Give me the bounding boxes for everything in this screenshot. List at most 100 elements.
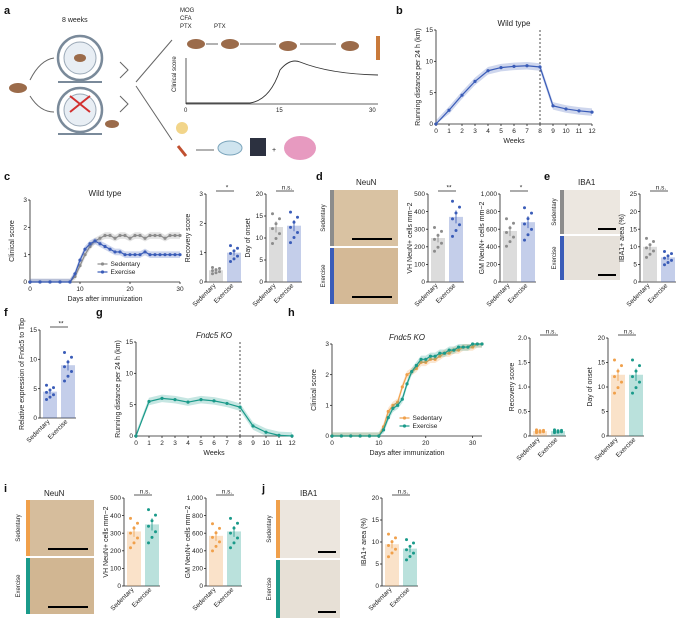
data-point <box>199 398 203 402</box>
y-tick-label: 2 <box>199 221 203 228</box>
y-tick-label: 800 <box>192 513 203 520</box>
y-tick-label: 10 <box>126 371 134 378</box>
y-tick-label: 15 <box>256 213 264 220</box>
series-error-band <box>436 61 592 124</box>
bar <box>209 270 223 282</box>
panel-e-histology: IBA1 Sedentary Exercise <box>552 178 620 280</box>
legend-label: Exercise <box>111 269 136 276</box>
data-point <box>466 345 470 349</box>
x-tick-label: 12 <box>288 440 296 447</box>
scale-bar <box>352 296 392 298</box>
bar <box>503 230 517 282</box>
data-point <box>433 357 437 361</box>
panel-letter-f: f <box>4 307 8 319</box>
y-tick-label: 0 <box>375 583 379 590</box>
x-tick-label: Exercise <box>435 282 458 305</box>
data-point <box>553 428 556 432</box>
y-tick-label: 600 <box>192 530 203 537</box>
imaging-icon <box>250 138 266 156</box>
data-point <box>118 233 122 238</box>
y-tick-label: 100 <box>110 566 121 573</box>
data-point <box>150 535 154 539</box>
y-tick-label: 1 <box>325 403 329 410</box>
data-point <box>214 268 218 272</box>
x-tick-label: Exercise <box>47 418 70 441</box>
data-point <box>289 241 292 245</box>
y-tick-label: 1 <box>23 252 27 259</box>
significance-label: * <box>226 185 229 192</box>
data-point <box>68 280 72 284</box>
data-point <box>113 250 117 254</box>
data-point <box>113 236 117 240</box>
significance-label: * <box>520 185 523 192</box>
x-tick-label: 6 <box>512 128 516 135</box>
data-point <box>218 526 221 530</box>
data-point <box>512 221 515 225</box>
x-axis-label: Days after immunization <box>369 450 444 457</box>
data-point <box>475 342 479 346</box>
y-tick-label: 10 <box>630 244 638 251</box>
y-tick-label: 1,000 <box>187 495 204 502</box>
x-tick-label: 20 <box>422 440 430 447</box>
weeks-label: 8 weeks <box>62 17 88 24</box>
data-point <box>530 227 533 231</box>
x-tick-label: 0 <box>434 128 438 135</box>
data-point <box>225 401 229 406</box>
bar <box>227 252 241 282</box>
data-point <box>396 400 400 404</box>
data-point <box>148 253 152 257</box>
data-point <box>123 253 127 257</box>
data-point <box>123 233 127 238</box>
panel-letter-j: j <box>261 483 265 495</box>
exercise-color-bar <box>276 560 280 618</box>
y-tick-label: 10 <box>256 235 264 242</box>
y-tick-label: 0 <box>633 279 637 286</box>
data-point <box>666 254 670 258</box>
data-point <box>28 280 32 284</box>
data-point <box>512 235 515 239</box>
y-axis-label: IBA1+ area (%) <box>619 214 626 262</box>
data-point <box>147 524 150 528</box>
data-point <box>631 358 634 362</box>
y-axis-label: Recovery score <box>509 363 516 412</box>
iba1-image-sedentary <box>564 190 620 234</box>
data-point <box>168 233 172 238</box>
data-point <box>452 348 456 352</box>
data-point <box>560 428 563 432</box>
y-tick-label: 1 <box>199 250 203 257</box>
data-point <box>408 554 412 558</box>
y-tick-label: 3 <box>23 197 27 204</box>
bar <box>287 225 301 282</box>
data-point <box>271 242 274 245</box>
data-point <box>538 429 542 433</box>
data-point <box>158 253 162 257</box>
chart-c-curve: 0 1 2 3 Clinical score 0 10 20 30 Days after immu… <box>9 189 184 303</box>
x-tick-label: 5 <box>499 128 503 135</box>
data-point <box>88 244 92 249</box>
data-point <box>232 541 236 545</box>
bar <box>227 531 241 586</box>
tissue-icon <box>376 36 380 60</box>
data-point <box>381 428 386 432</box>
x-tick-label: Exercise <box>389 586 412 609</box>
data-point <box>390 551 394 555</box>
y-tick-label: 3 <box>199 191 203 198</box>
data-point <box>232 257 236 261</box>
schematic-ylabel: Clinical score <box>172 56 178 92</box>
y-tick-label: 2 <box>325 372 329 379</box>
data-point <box>424 360 428 364</box>
running-wheel-icon <box>56 34 104 83</box>
data-point <box>138 233 142 238</box>
data-point <box>613 391 616 395</box>
data-point <box>523 222 526 226</box>
data-point <box>480 342 484 346</box>
data-point <box>238 405 242 409</box>
data-point <box>88 242 92 246</box>
data-point <box>590 110 594 114</box>
iba1-image-exercise <box>280 560 340 618</box>
data-point <box>83 247 87 251</box>
data-point <box>663 256 666 260</box>
legend-label: Exercise <box>413 423 438 430</box>
